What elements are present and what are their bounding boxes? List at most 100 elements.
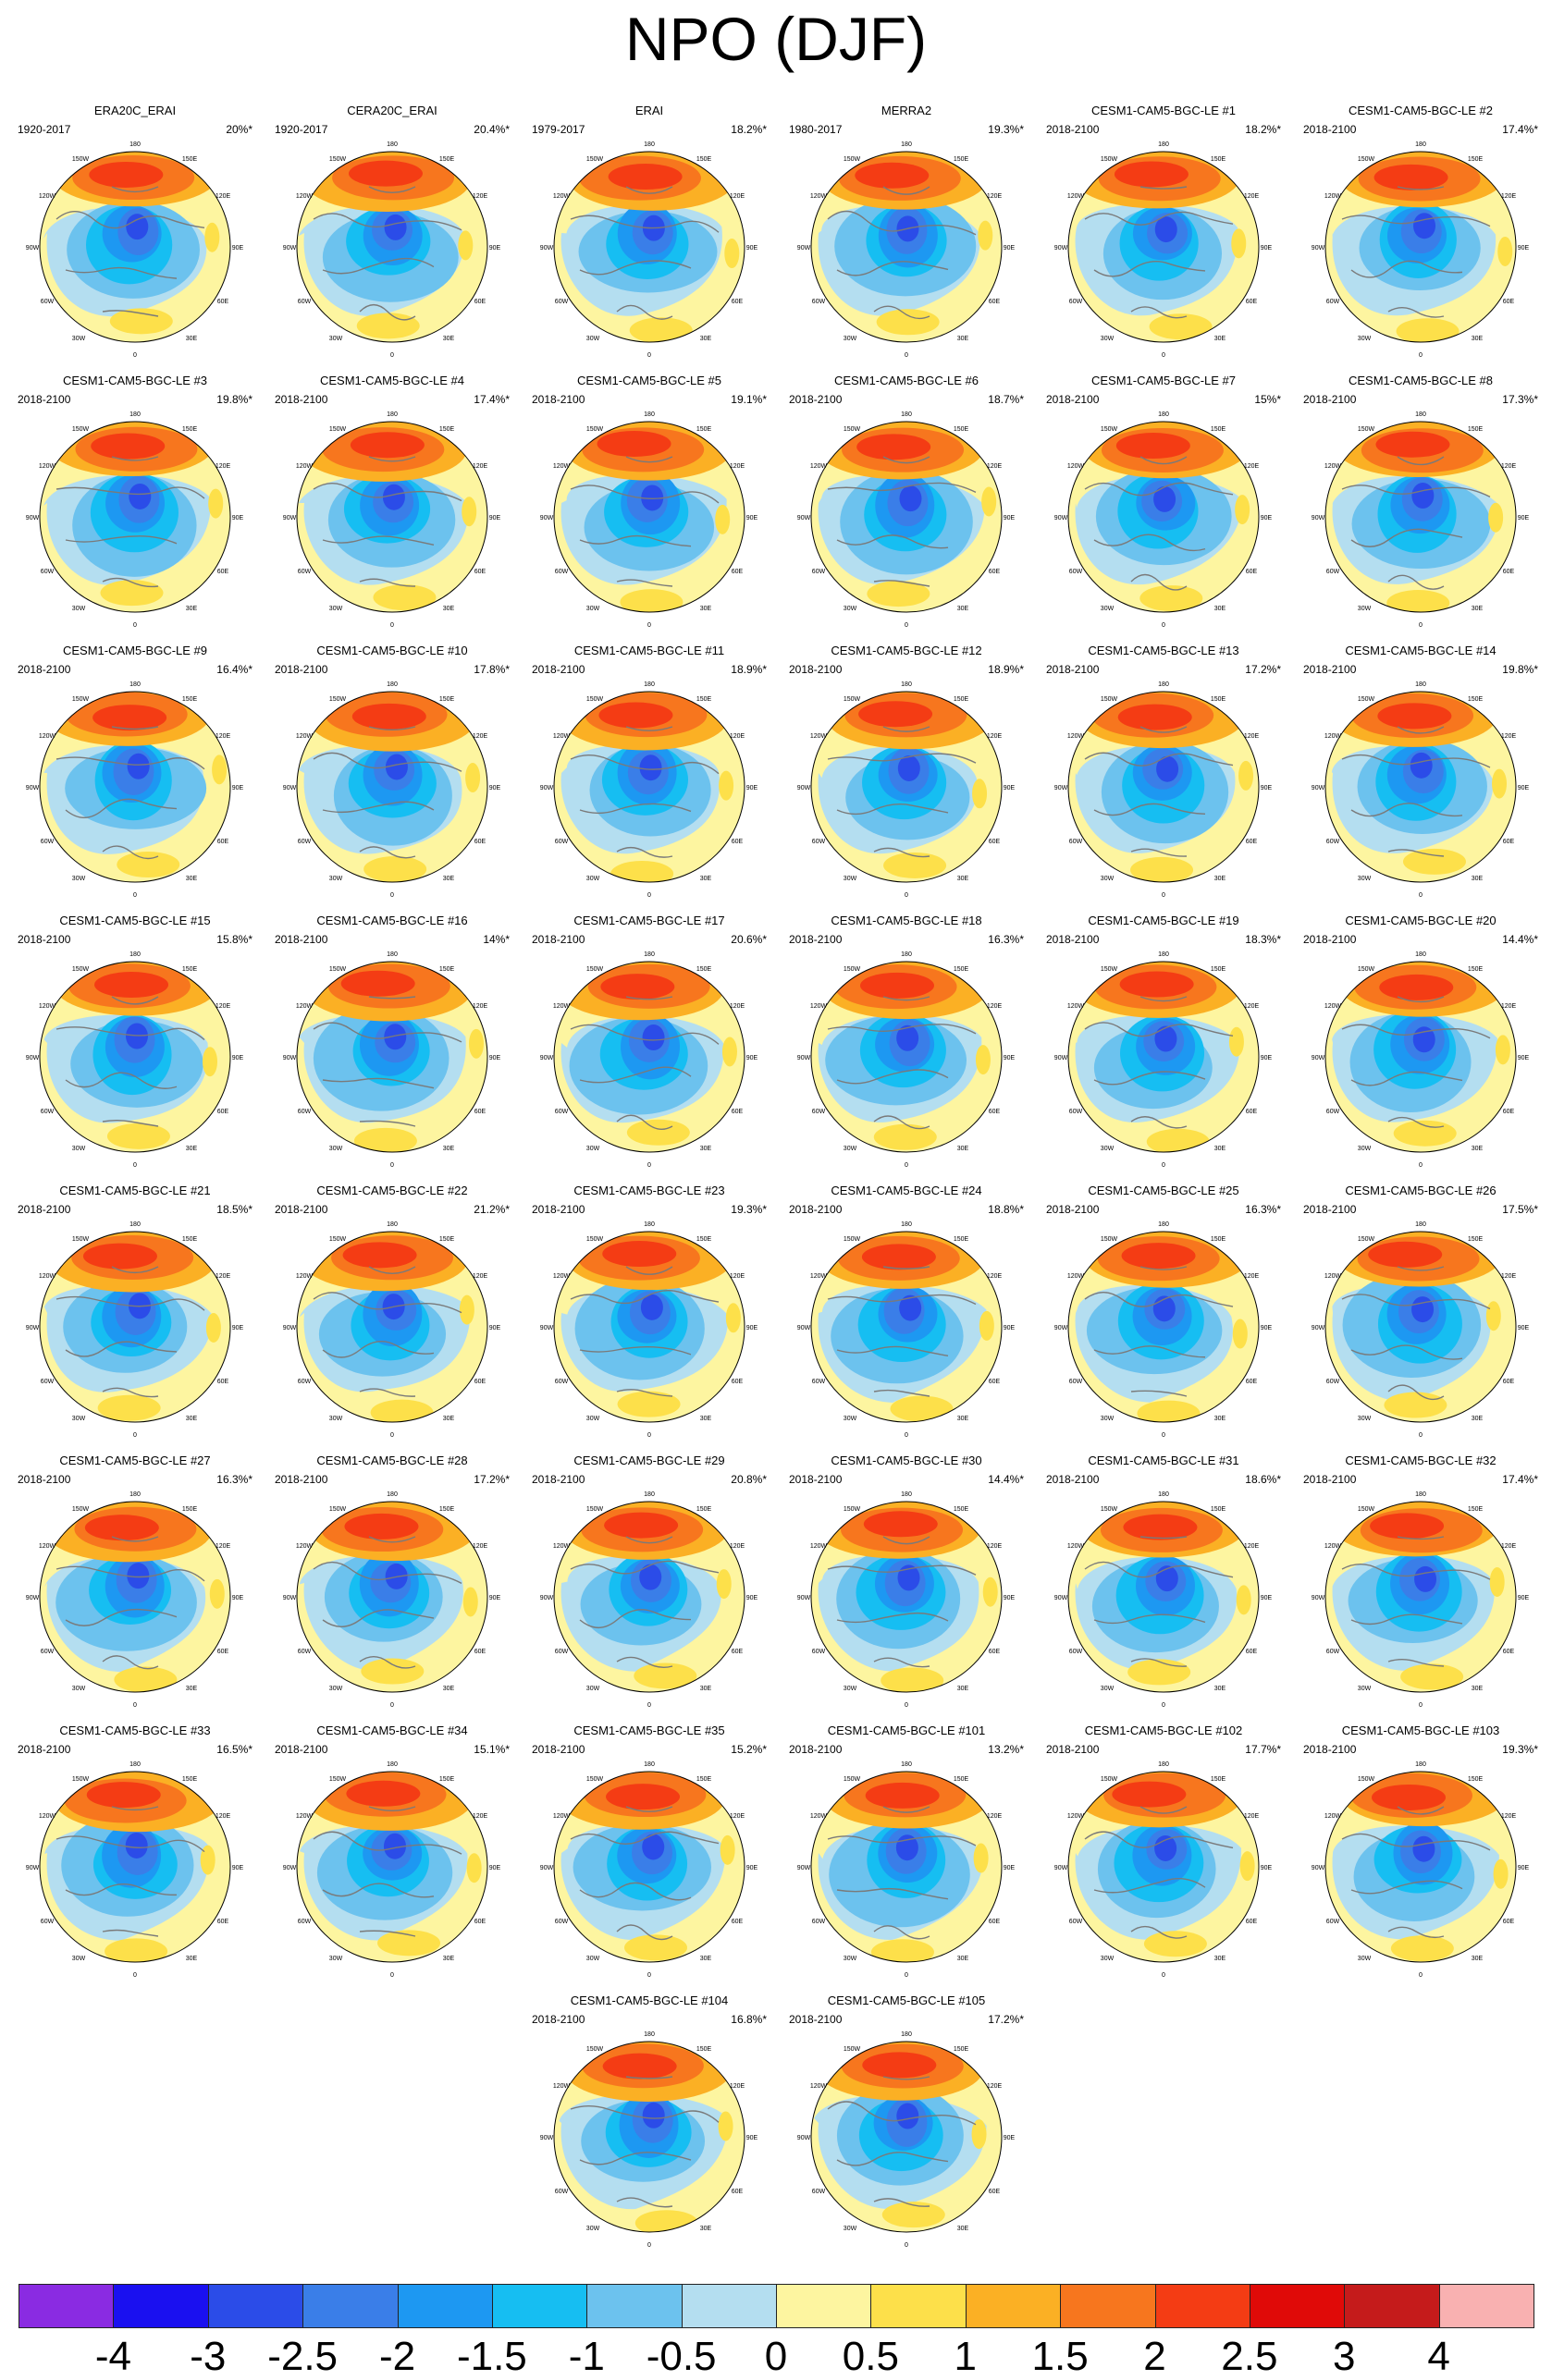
map-label-r: 90E <box>1518 1325 1530 1331</box>
panel-title: CESM1-CAM5-BGC-LE #12 <box>831 644 982 657</box>
panel-map-area: 180 150W 150E 120W 120E 90W 90E 60W 60E 30W 30E 0 <box>277 1211 508 1442</box>
map-panel: CESM1-CAM5-BGC-LE #18 2018-2100 16.3%* 180 1… <box>778 914 1035 1172</box>
map-label-l: 90W <box>1054 1595 1068 1601</box>
map-label-ur: 120E <box>987 2083 1003 2090</box>
polar-map: 180 150W 150E 120W 120E 90W 90E 60W 60E 30W 30E 0 <box>1054 1221 1273 1439</box>
map-label-l: 90W <box>26 1865 40 1871</box>
map-label-lr: 60E <box>732 2189 744 2195</box>
map-label-lr: 60E <box>474 839 487 845</box>
panel-period: 2018-2100 <box>532 393 585 406</box>
map-label-bl: 30W <box>1101 606 1115 612</box>
map-label-bottom: 0 <box>1162 1162 1165 1169</box>
map-label-ll: 60W <box>812 1109 826 1115</box>
panel-variance: 21.2%* <box>474 1203 510 1216</box>
panel-map-area: 180 150W 150E 120W 120E 90W 90E 60W 60E 30W 30E 0 <box>19 1211 251 1442</box>
map-label-l: 90W <box>283 1595 297 1601</box>
map-label-ul: 120W <box>1324 463 1342 470</box>
map-label-tl: 150W <box>844 2046 861 2053</box>
map-label-bottom: 0 <box>1419 352 1423 359</box>
panel-variance: 16.4%* <box>216 663 253 676</box>
map-label-tr: 150E <box>696 1236 712 1243</box>
map-panel: CESM1-CAM5-BGC-LE #32 2018-2100 17.4%* 180 1… <box>1292 1454 1549 1712</box>
map-label-r: 90E <box>489 515 501 521</box>
map-label-bottom: 0 <box>390 1702 394 1709</box>
map-label-tl: 150W <box>1101 1506 1118 1513</box>
map-label-tr: 150E <box>696 1506 712 1513</box>
map-label-tl: 150W <box>329 696 347 703</box>
map-label-ul: 120W <box>553 2083 571 2090</box>
map-label-l: 90W <box>797 1055 811 1061</box>
colorbar-box <box>302 2284 399 2328</box>
panel-variance: 16.3%* <box>1245 1203 1281 1216</box>
polar-map: 180 150W 150E 120W 120E 90W 90E 60W 60E 30W 30E 0 <box>1054 1761 1273 1979</box>
map-label-tr: 150E <box>696 1776 712 1783</box>
panel-variance: 16.3%* <box>988 933 1024 946</box>
panel-period: 2018-2100 <box>18 393 71 406</box>
panel-title: CESM1-CAM5-BGC-LE #17 <box>573 914 725 927</box>
map-label-bl: 30W <box>329 336 343 342</box>
panel-title: CESM1-CAM5-BGC-LE #35 <box>573 1724 725 1737</box>
map-label-r: 90E <box>1261 1595 1273 1601</box>
map-label-ll: 60W <box>1069 1109 1083 1115</box>
map-label-bottom: 0 <box>905 1162 908 1169</box>
polar-map: 180 150W 150E 120W 120E 90W 90E 60W 60E 30W 30E 0 <box>540 1221 758 1439</box>
panel-map-area: 180 150W 150E 120W 120E 90W 90E 60W 60E 30W 30E 0 <box>19 941 251 1172</box>
map-label-br: 30E <box>186 1956 198 1962</box>
map-label-bl: 30W <box>72 1956 86 1962</box>
map-label-ll: 60W <box>812 1379 826 1385</box>
map-label-ul: 120W <box>810 733 828 740</box>
colorbar-box <box>681 2284 777 2328</box>
map-label-tr: 150E <box>696 156 712 163</box>
panel-period: 2018-2100 <box>1303 933 1357 946</box>
map-label-ur: 120E <box>1501 193 1517 200</box>
map-label-l: 90W <box>540 2135 554 2141</box>
map-panel: ERA20C_ERAI 1920-2017 20%* 180 150W 150E 120W 1… <box>6 104 264 362</box>
panel-period: 2018-2100 <box>275 933 328 946</box>
map-label-lr: 60E <box>1246 1649 1258 1655</box>
polar-map: 180 150W 150E 120W 120E 90W 90E 60W 60E 30W 30E 0 <box>1312 951 1530 1169</box>
map-label-ur: 120E <box>1244 733 1260 740</box>
panel-period: 2018-2100 <box>18 1473 71 1486</box>
panel-title: CESM1-CAM5-BGC-LE #30 <box>831 1454 982 1467</box>
map-label-lr: 60E <box>1246 1109 1258 1115</box>
panel-variance: 18.9%* <box>731 663 767 676</box>
map-label-tr: 150E <box>439 426 455 433</box>
map-label-br: 30E <box>1214 1146 1226 1152</box>
map-label-r: 90E <box>489 785 501 791</box>
map-label-l: 90W <box>1312 515 1325 521</box>
map-label-tl: 150W <box>844 156 861 163</box>
map-label-top: 180 <box>1415 951 1426 958</box>
map-label-bl: 30W <box>329 1686 343 1692</box>
map-label-ur: 120E <box>730 1003 745 1010</box>
map-label-lr: 60E <box>1503 839 1515 845</box>
panel-variance: 17.8%* <box>474 663 510 676</box>
panel-map-area: 180 150W 150E 120W 120E 90W 90E 60W 60E 30W 30E 0 <box>1305 131 1536 362</box>
polar-map: 180 150W 150E 120W 120E 90W 90E 60W 60E 30W 30E 0 <box>283 951 501 1169</box>
map-label-ur: 120E <box>987 1003 1003 1010</box>
panel-map-area: 180 150W 150E 120W 120E 90W 90E 60W 60E 30W 30E 0 <box>1305 1211 1536 1442</box>
panel-period: 2018-2100 <box>275 1473 328 1486</box>
panel-variance: 17.5%* <box>1502 1203 1538 1216</box>
polar-map: 180 150W 150E 120W 120E 90W 90E 60W 60E 30W 30E 0 <box>1312 681 1530 899</box>
panel-title: CESM1-CAM5-BGC-LE #11 <box>573 644 725 657</box>
map-panel: CESM1-CAM5-BGC-LE #27 2018-2100 16.3%* 180 1… <box>6 1454 264 1712</box>
panel-variance: 17.7%* <box>1245 1743 1281 1756</box>
map-label-tl: 150W <box>586 1776 604 1783</box>
polar-map: 180 150W 150E 120W 120E 90W 90E 60W 60E 30W 30E 0 <box>283 1761 501 1979</box>
map-label-top: 180 <box>901 1491 912 1498</box>
panel-title: CESM1-CAM5-BGC-LE #34 <box>316 1724 468 1737</box>
panel-variance: 18.5%* <box>216 1203 253 1216</box>
map-label-tl: 150W <box>72 156 90 163</box>
panel-title: CERA20C_ERAI <box>347 104 437 117</box>
map-label-ul: 120W <box>39 1273 56 1280</box>
map-label-br: 30E <box>957 2226 969 2232</box>
map-label-bl: 30W <box>1358 1146 1372 1152</box>
map-label-tr: 150E <box>439 156 455 163</box>
panel-variance: 19.3%* <box>731 1203 767 1216</box>
map-panel: CESM1-CAM5-BGC-LE #103 2018-2100 19.3%* 180… <box>1292 1724 1549 1982</box>
map-label-r: 90E <box>1518 245 1530 251</box>
map-label-ur: 120E <box>216 1273 231 1280</box>
map-label-bl: 30W <box>1101 1686 1115 1692</box>
map-label-br: 30E <box>186 606 198 612</box>
map-label-bl: 30W <box>329 1956 343 1962</box>
